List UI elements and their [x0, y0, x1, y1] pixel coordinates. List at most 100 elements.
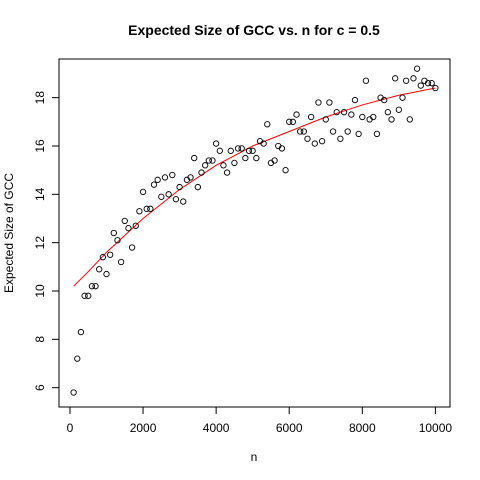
data-point [351, 96, 359, 104]
data-point [278, 145, 286, 152]
data-point [260, 140, 267, 147]
x-tick-label: 0 [67, 421, 74, 435]
data-point [128, 244, 136, 251]
data-point [373, 130, 381, 138]
data-point [326, 99, 333, 106]
data-point [234, 145, 242, 152]
data-point [103, 270, 110, 278]
data-point [359, 113, 366, 121]
fit-curve-layer [73, 87, 436, 287]
data-point [198, 169, 205, 176]
data-point [304, 135, 311, 142]
x-tick-label: 10000 [419, 421, 453, 435]
x-axis-label: n [251, 450, 258, 464]
data-point [136, 208, 143, 215]
data-point [139, 188, 147, 196]
data-point [384, 109, 392, 116]
data-point [110, 229, 117, 237]
data-point [337, 135, 344, 142]
data-point [92, 283, 99, 290]
data-point [132, 222, 139, 229]
data-point [402, 77, 410, 84]
data-point [85, 292, 92, 299]
y-tick-label: 8 [33, 336, 47, 343]
data-point [300, 128, 307, 135]
x-tick-label: 6000 [276, 421, 303, 435]
data-point [216, 147, 223, 154]
data-point [231, 159, 238, 167]
data-point [81, 292, 88, 299]
data-point [154, 176, 161, 183]
data-points-layer [70, 65, 439, 396]
data-point [307, 113, 315, 121]
data-point [406, 116, 413, 123]
data-point [264, 121, 271, 128]
x-tick-label: 4000 [203, 421, 230, 435]
data-point [413, 65, 421, 72]
data-point [399, 94, 406, 101]
plot-frame [58, 58, 451, 408]
data-point [315, 99, 322, 106]
data-point [165, 191, 172, 198]
data-point [194, 183, 202, 191]
data-point [286, 118, 293, 125]
data-point [424, 80, 432, 87]
data-point [322, 116, 329, 123]
data-point [362, 77, 370, 84]
data-point [99, 254, 107, 261]
data-point [187, 174, 194, 181]
data-point [417, 82, 424, 89]
data-point [410, 75, 417, 82]
data-point [293, 111, 300, 118]
y-axis-label: Expected Size of GCC [2, 173, 16, 293]
data-point [428, 80, 435, 87]
data-point [242, 154, 249, 162]
y-tick-label: 16 [33, 139, 47, 153]
y-tick-label: 6 [33, 384, 47, 391]
data-point [370, 113, 377, 121]
data-point [238, 145, 245, 152]
data-point [169, 171, 176, 179]
data-point [114, 237, 121, 244]
data-point [161, 174, 169, 181]
data-point [125, 225, 132, 232]
data-point [202, 162, 209, 169]
data-point [205, 157, 212, 164]
x-tick-label: 2000 [130, 421, 157, 435]
data-point [340, 109, 348, 116]
data-point [289, 118, 297, 125]
y-tick-label: 12 [33, 236, 47, 250]
data-point [271, 157, 278, 164]
data-point [70, 389, 77, 396]
y-axis: 6 8 10 12 14 16 18 [33, 91, 60, 391]
data-point [88, 283, 96, 290]
data-point [209, 157, 216, 164]
data-point [150, 181, 158, 188]
y-tick-label: 10 [33, 284, 47, 298]
data-point [333, 109, 340, 116]
data-point [329, 128, 337, 135]
data-point [381, 96, 388, 104]
y-tick-label: 18 [33, 91, 47, 105]
data-point [176, 183, 183, 191]
data-point [432, 84, 439, 92]
data-point [147, 205, 154, 212]
data-point [117, 258, 125, 266]
x-axis: 0 2000 4000 6000 8000 10000 [67, 406, 453, 435]
data-point [121, 217, 128, 225]
data-point [96, 266, 103, 273]
data-point [74, 355, 81, 362]
data-point [107, 251, 114, 258]
data-point [245, 147, 253, 154]
y-tick-label: 14 [33, 187, 47, 201]
data-point [282, 167, 289, 174]
data-point [77, 328, 85, 336]
data-point [355, 130, 362, 138]
data-point [253, 154, 260, 162]
data-point [344, 128, 351, 135]
chart-title: Expected Size of GCC vs. n for c = 0.5 [128, 22, 380, 38]
data-point [297, 128, 304, 135]
data-point [318, 138, 326, 145]
data-point [180, 198, 187, 205]
